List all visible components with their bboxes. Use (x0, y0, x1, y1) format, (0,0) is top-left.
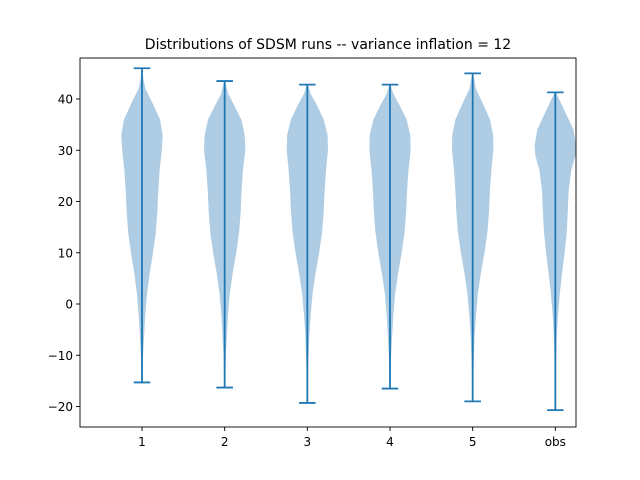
x-tick-label: 1 (138, 435, 146, 449)
y-tick-label: 10 (58, 246, 73, 260)
x-tick-label: 3 (304, 435, 312, 449)
y-tick-label: 40 (58, 93, 73, 107)
y-tick-label: 30 (58, 144, 73, 158)
x-tick-label: 4 (386, 435, 394, 449)
violins-layer (121, 67, 576, 411)
y-tick-label: −10 (48, 349, 73, 363)
chart-title: Distributions of SDSM runs -- variance i… (145, 37, 511, 53)
y-tick-label: 0 (65, 298, 73, 312)
y-tick-label: −20 (48, 400, 73, 414)
x-tick-label: obs (545, 435, 566, 449)
axes-layer: −20 −10 0 10 20 30 40 1 2 3 4 5 obs (48, 57, 577, 449)
axes-frame (79, 57, 577, 428)
y-tick-label: 20 (58, 195, 73, 209)
x-tick-label: 2 (221, 435, 229, 449)
x-tick-label: 5 (469, 435, 477, 449)
